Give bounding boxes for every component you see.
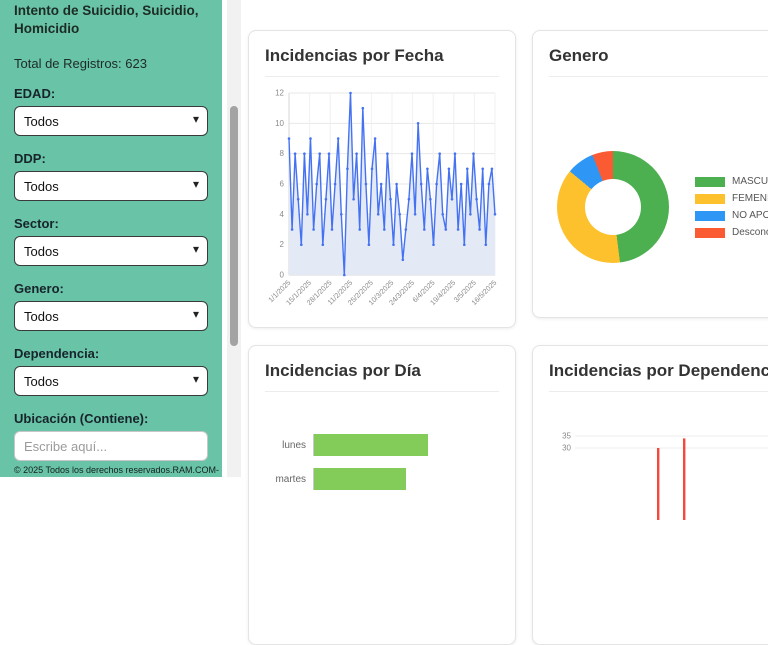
svg-text:6: 6 bbox=[280, 180, 285, 189]
ubicacion-label: Ubicación (Contiene): bbox=[14, 411, 149, 427]
filter-genero-select-wrap: Todos ▾ bbox=[14, 301, 208, 332]
dia-bar-chart: lunes martes bbox=[265, 434, 499, 491]
svg-text:30: 30 bbox=[562, 444, 571, 453]
scrollbar-track[interactable] bbox=[227, 0, 241, 477]
svg-text:10: 10 bbox=[275, 119, 284, 128]
card-title-fecha: Incidencias por Fecha bbox=[265, 45, 499, 78]
filter-ddp: DDP: Todos ▾ bbox=[14, 151, 208, 202]
filter-dependencia-select[interactable]: Todos bbox=[14, 366, 208, 397]
ubicacion-input[interactable] bbox=[14, 431, 208, 462]
filter-genero: Genero: Todos ▾ bbox=[14, 281, 208, 332]
legend-color-mark bbox=[695, 176, 725, 187]
bar-area bbox=[313, 468, 499, 491]
genero-chart-area: MASCULINO FEMENINA NO APORTA Desconocido bbox=[549, 151, 768, 264]
filter-dependencia-select-wrap: Todos ▾ bbox=[14, 366, 208, 397]
card-title-genero: Genero bbox=[549, 45, 768, 78]
line-chart-incidencias-fecha: 0246810121/1/202515/1/202528/1/202511/2/… bbox=[266, 89, 498, 308]
card-incidencias-dia: Incidencias por Día lunes martes bbox=[248, 345, 516, 645]
legend-item-1[interactable]: FEMENINA bbox=[695, 193, 768, 204]
card-title-dia: Incidencias por Día bbox=[265, 360, 499, 393]
filter-dependencia: Dependencia: Todos ▾ bbox=[14, 346, 208, 397]
filter-edad: EDAD: Todos ▾ bbox=[14, 86, 208, 137]
svg-text:0: 0 bbox=[280, 271, 285, 280]
card-genero: Genero MASCULINO FEMENINA NO APORTA Descono… bbox=[532, 30, 768, 318]
total-registros-text: Total de Registros: 623 bbox=[14, 56, 147, 72]
legend-color-mark bbox=[695, 210, 725, 221]
svg-text:35: 35 bbox=[562, 432, 571, 441]
legend-label: FEMENINA bbox=[732, 193, 768, 205]
svg-text:4: 4 bbox=[280, 210, 285, 219]
sidebar-footer: © 2025 Todos los derechos reservados.RAM… bbox=[14, 465, 220, 475]
filter-genero-select[interactable]: Todos bbox=[14, 301, 208, 332]
genero-legend: MASCULINO FEMENINA NO APORTA Desconocido bbox=[695, 170, 768, 244]
filter-sector-label: Sector: bbox=[14, 216, 59, 232]
svg-text:12: 12 bbox=[275, 89, 284, 98]
bar-label: lunes bbox=[282, 439, 306, 451]
donut-hole bbox=[585, 179, 641, 236]
card-title-dependencia: Incidencias por Dependencia bbox=[549, 360, 768, 393]
filter-sector-select-wrap: Todos ▾ bbox=[14, 236, 208, 267]
legend-item-2[interactable]: NO APORTA bbox=[695, 210, 768, 221]
filter-edad-label: EDAD: bbox=[14, 86, 56, 102]
legend-label: NO APORTA bbox=[732, 210, 768, 222]
legend-color-mark bbox=[695, 193, 725, 204]
filter-genero-label: Genero: bbox=[14, 281, 64, 297]
genero-donut-chart bbox=[557, 151, 669, 264]
filter-ddp-label: DDP: bbox=[14, 151, 46, 167]
card-incidencias-fecha: Incidencias por Fecha 0 2 4 6 8 10 12 1/1/2025 1… bbox=[248, 30, 516, 328]
legend-item-0[interactable]: MASCULINO bbox=[695, 176, 768, 187]
bar-area bbox=[313, 434, 499, 457]
bar-row-lunes: lunes bbox=[265, 434, 499, 457]
svg-text:2: 2 bbox=[280, 240, 285, 249]
bar-martes bbox=[314, 468, 406, 491]
legend-label: MASCULINO bbox=[732, 176, 768, 188]
legend-color-mark bbox=[695, 227, 725, 238]
svg-text:8: 8 bbox=[280, 149, 285, 158]
bar-row-martes: martes bbox=[265, 468, 499, 491]
filter-edad-select[interactable]: Todos bbox=[14, 106, 208, 137]
sidebar-filter-panel: Intento de Suicidio, Suicidio, Homicidio… bbox=[0, 0, 222, 477]
bar-lunes bbox=[314, 434, 428, 457]
legend-label: Desconocido bbox=[732, 227, 768, 239]
filter-sector: Sector: Todos ▾ bbox=[14, 216, 208, 267]
filter-ddp-select-wrap: Todos ▾ bbox=[14, 171, 208, 202]
scrollbar-thumb[interactable] bbox=[230, 106, 238, 346]
bar-label: martes bbox=[275, 473, 306, 485]
legend-item-3[interactable]: Desconocido bbox=[695, 227, 768, 238]
card-incidencias-dependencia: Incidencias por Dependencia 35 30 bbox=[532, 345, 768, 645]
filter-dependencia-label: Dependencia: bbox=[14, 346, 100, 362]
filter-sector-select[interactable]: Todos bbox=[14, 236, 208, 267]
filter-ubicacion: Ubicación (Contiene): bbox=[14, 411, 208, 462]
filter-ddp-select[interactable]: Todos bbox=[14, 171, 208, 202]
filter-edad-select-wrap: Todos ▾ bbox=[14, 106, 208, 137]
sidebar-title: Intento de Suicidio, Suicidio, Homicidio bbox=[14, 3, 199, 37]
